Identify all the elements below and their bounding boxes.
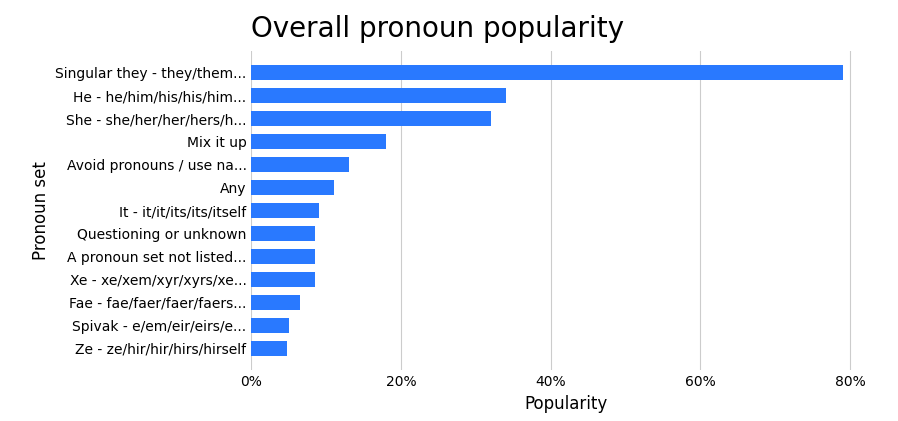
Bar	[251, 65, 842, 80]
Bar	[251, 134, 386, 149]
X-axis label: Popularity: Popularity	[524, 395, 607, 413]
Bar	[251, 88, 506, 103]
Text: Overall pronoun popularity: Overall pronoun popularity	[251, 15, 624, 43]
Bar	[251, 295, 300, 310]
Bar	[251, 341, 287, 356]
Bar	[251, 226, 315, 241]
Bar	[251, 318, 289, 333]
Bar	[251, 180, 334, 195]
Bar	[251, 249, 315, 264]
Bar	[251, 272, 315, 287]
Y-axis label: Pronoun set: Pronoun set	[31, 161, 49, 260]
Bar	[251, 111, 491, 126]
Bar	[251, 203, 319, 218]
Bar	[251, 157, 348, 172]
